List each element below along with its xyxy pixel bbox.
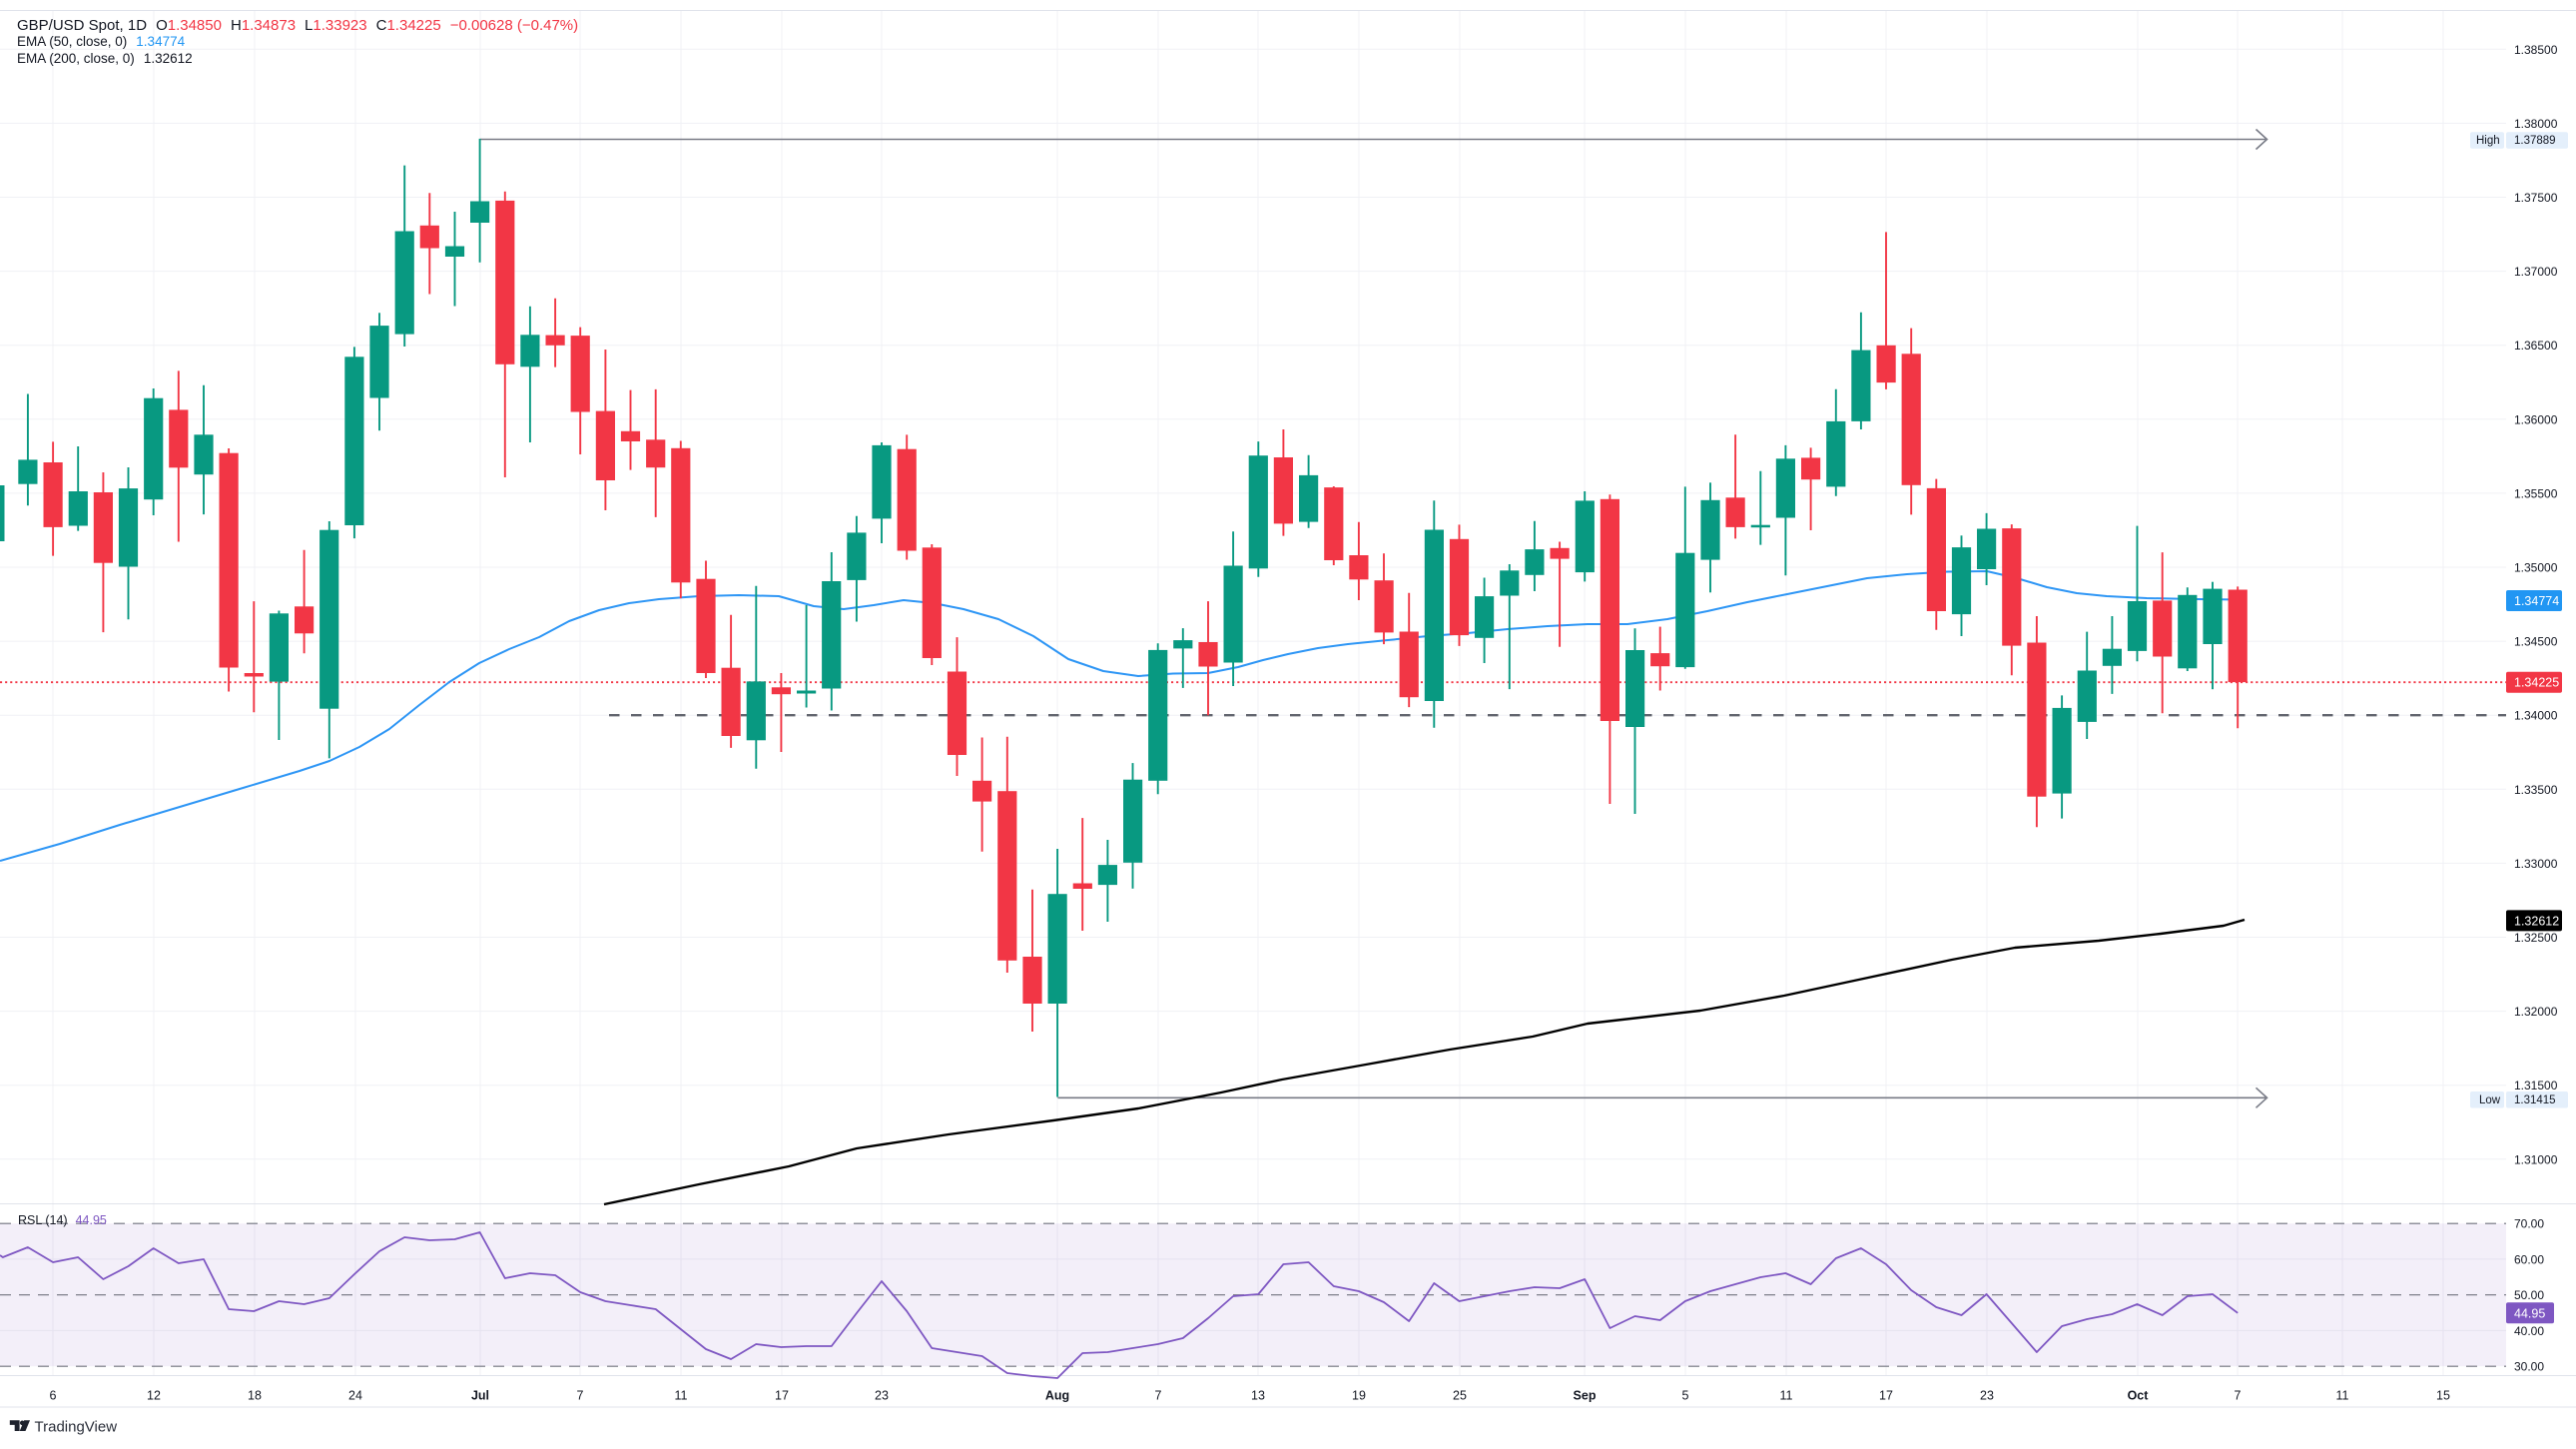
svg-text:17: 17 bbox=[1879, 1389, 1893, 1403]
svg-text:Low: Low bbox=[2479, 1094, 2501, 1106]
svg-text:1.31415: 1.31415 bbox=[2514, 1094, 2556, 1106]
svg-text:11: 11 bbox=[1780, 1389, 1793, 1403]
svg-text:17: 17 bbox=[775, 1389, 789, 1403]
svg-text:TradingView: TradingView bbox=[35, 1419, 118, 1436]
svg-text:18: 18 bbox=[248, 1389, 262, 1403]
svg-text:1.35000: 1.35000 bbox=[2514, 561, 2558, 575]
svg-text:RSL (14)44.95: RSL (14) 44.95 bbox=[18, 1213, 107, 1227]
svg-text:13: 13 bbox=[1251, 1389, 1265, 1403]
svg-text:1.34000: 1.34000 bbox=[2514, 709, 2558, 723]
svg-text:7: 7 bbox=[2235, 1389, 2242, 1403]
svg-text:High: High bbox=[2476, 135, 2500, 147]
svg-text:30.00: 30.00 bbox=[2514, 1360, 2544, 1374]
svg-text:Aug: Aug bbox=[1045, 1389, 1069, 1403]
svg-text:50.00: 50.00 bbox=[2514, 1288, 2544, 1302]
svg-text:11: 11 bbox=[675, 1389, 688, 1403]
svg-text:60.00: 60.00 bbox=[2514, 1252, 2544, 1266]
svg-text:1.34500: 1.34500 bbox=[2514, 635, 2558, 649]
svg-text:23: 23 bbox=[875, 1389, 889, 1403]
svg-text:1.37500: 1.37500 bbox=[2514, 191, 2558, 205]
svg-text:25: 25 bbox=[1453, 1389, 1467, 1403]
svg-text:12: 12 bbox=[147, 1389, 161, 1403]
svg-text:EMA (50, close, 0)1.34774: EMA (50, close, 0) 1.34774 bbox=[17, 34, 186, 49]
svg-text:1.34774: 1.34774 bbox=[2514, 594, 2559, 608]
svg-text:1.38500: 1.38500 bbox=[2514, 43, 2558, 57]
svg-text:5: 5 bbox=[1682, 1389, 1689, 1403]
svg-text:1.32000: 1.32000 bbox=[2514, 1005, 2558, 1019]
svg-text:23: 23 bbox=[1980, 1389, 1994, 1403]
svg-text:1.31000: 1.31000 bbox=[2514, 1152, 2558, 1166]
svg-text:1.32500: 1.32500 bbox=[2514, 931, 2558, 945]
svg-text:1.32612: 1.32612 bbox=[2514, 914, 2559, 928]
svg-text:1.35500: 1.35500 bbox=[2514, 486, 2558, 500]
svg-text:1.33000: 1.33000 bbox=[2514, 857, 2558, 871]
svg-text:6: 6 bbox=[50, 1389, 57, 1403]
svg-text:1.36500: 1.36500 bbox=[2514, 339, 2558, 353]
svg-text:11: 11 bbox=[2336, 1389, 2349, 1403]
svg-text:15: 15 bbox=[2436, 1389, 2450, 1403]
svg-text:7: 7 bbox=[577, 1389, 584, 1403]
svg-text:1.38000: 1.38000 bbox=[2514, 117, 2558, 131]
svg-text:1.31500: 1.31500 bbox=[2514, 1079, 2558, 1092]
svg-text:1.37889: 1.37889 bbox=[2514, 135, 2556, 147]
svg-text:EMA (200, close, 0)1.32612: EMA (200, close, 0) 1.32612 bbox=[17, 51, 193, 66]
svg-text:44.95: 44.95 bbox=[2514, 1306, 2545, 1320]
svg-text:1.36000: 1.36000 bbox=[2514, 412, 2558, 426]
svg-text:Jul: Jul bbox=[471, 1389, 489, 1403]
svg-text:70.00: 70.00 bbox=[2514, 1217, 2544, 1231]
svg-text:1.34225: 1.34225 bbox=[2514, 676, 2559, 690]
svg-text:Oct: Oct bbox=[2128, 1389, 2150, 1403]
svg-text:24: 24 bbox=[348, 1389, 362, 1403]
svg-text:Sep: Sep bbox=[1574, 1389, 1597, 1403]
svg-text:40.00: 40.00 bbox=[2514, 1324, 2544, 1338]
svg-text:7: 7 bbox=[1155, 1389, 1162, 1403]
svg-text:1.33500: 1.33500 bbox=[2514, 783, 2558, 797]
svg-text:19: 19 bbox=[1352, 1389, 1366, 1403]
svg-text:1.37000: 1.37000 bbox=[2514, 265, 2558, 279]
